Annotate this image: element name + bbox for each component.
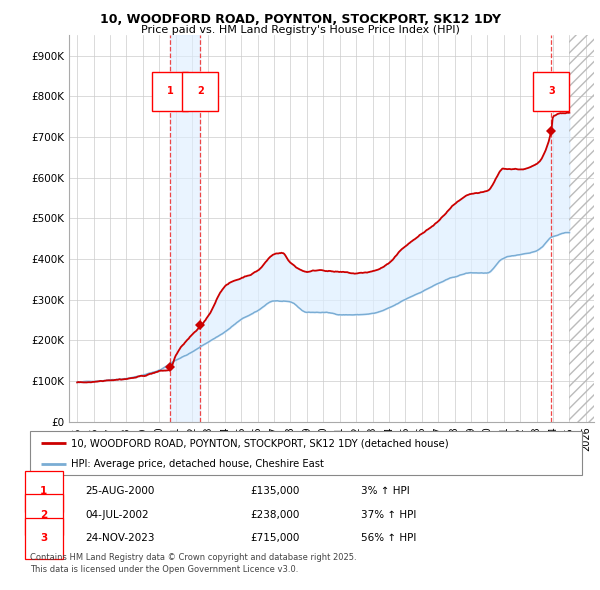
Bar bbox=[569, 35, 594, 422]
Text: £135,000: £135,000 bbox=[251, 486, 300, 496]
Text: £715,000: £715,000 bbox=[251, 533, 300, 543]
FancyBboxPatch shape bbox=[30, 431, 582, 475]
Text: 1: 1 bbox=[167, 87, 173, 96]
Text: 10, WOODFORD ROAD, POYNTON, STOCKPORT, SK12 1DY (detached house): 10, WOODFORD ROAD, POYNTON, STOCKPORT, S… bbox=[71, 438, 449, 448]
Text: Contains HM Land Registry data © Crown copyright and database right 2025.
This d: Contains HM Land Registry data © Crown c… bbox=[30, 553, 356, 574]
Text: 2: 2 bbox=[40, 510, 47, 520]
Text: 37% ↑ HPI: 37% ↑ HPI bbox=[361, 510, 416, 520]
Text: 3: 3 bbox=[548, 87, 555, 96]
Text: 04-JUL-2002: 04-JUL-2002 bbox=[85, 510, 149, 520]
Text: 24-NOV-2023: 24-NOV-2023 bbox=[85, 533, 155, 543]
Text: 2: 2 bbox=[197, 87, 203, 96]
Text: 3% ↑ HPI: 3% ↑ HPI bbox=[361, 486, 410, 496]
Text: £238,000: £238,000 bbox=[251, 510, 300, 520]
Text: HPI: Average price, detached house, Cheshire East: HPI: Average price, detached house, Ches… bbox=[71, 459, 324, 469]
Text: Price paid vs. HM Land Registry's House Price Index (HPI): Price paid vs. HM Land Registry's House … bbox=[140, 25, 460, 35]
Text: 25-AUG-2000: 25-AUG-2000 bbox=[85, 486, 155, 496]
Text: 56% ↑ HPI: 56% ↑ HPI bbox=[361, 533, 416, 543]
Text: 1: 1 bbox=[40, 486, 47, 496]
Bar bbox=[569, 35, 594, 422]
Text: 10, WOODFORD ROAD, POYNTON, STOCKPORT, SK12 1DY: 10, WOODFORD ROAD, POYNTON, STOCKPORT, S… bbox=[100, 13, 500, 26]
Bar bbox=[170, 35, 200, 422]
Text: 3: 3 bbox=[40, 533, 47, 543]
